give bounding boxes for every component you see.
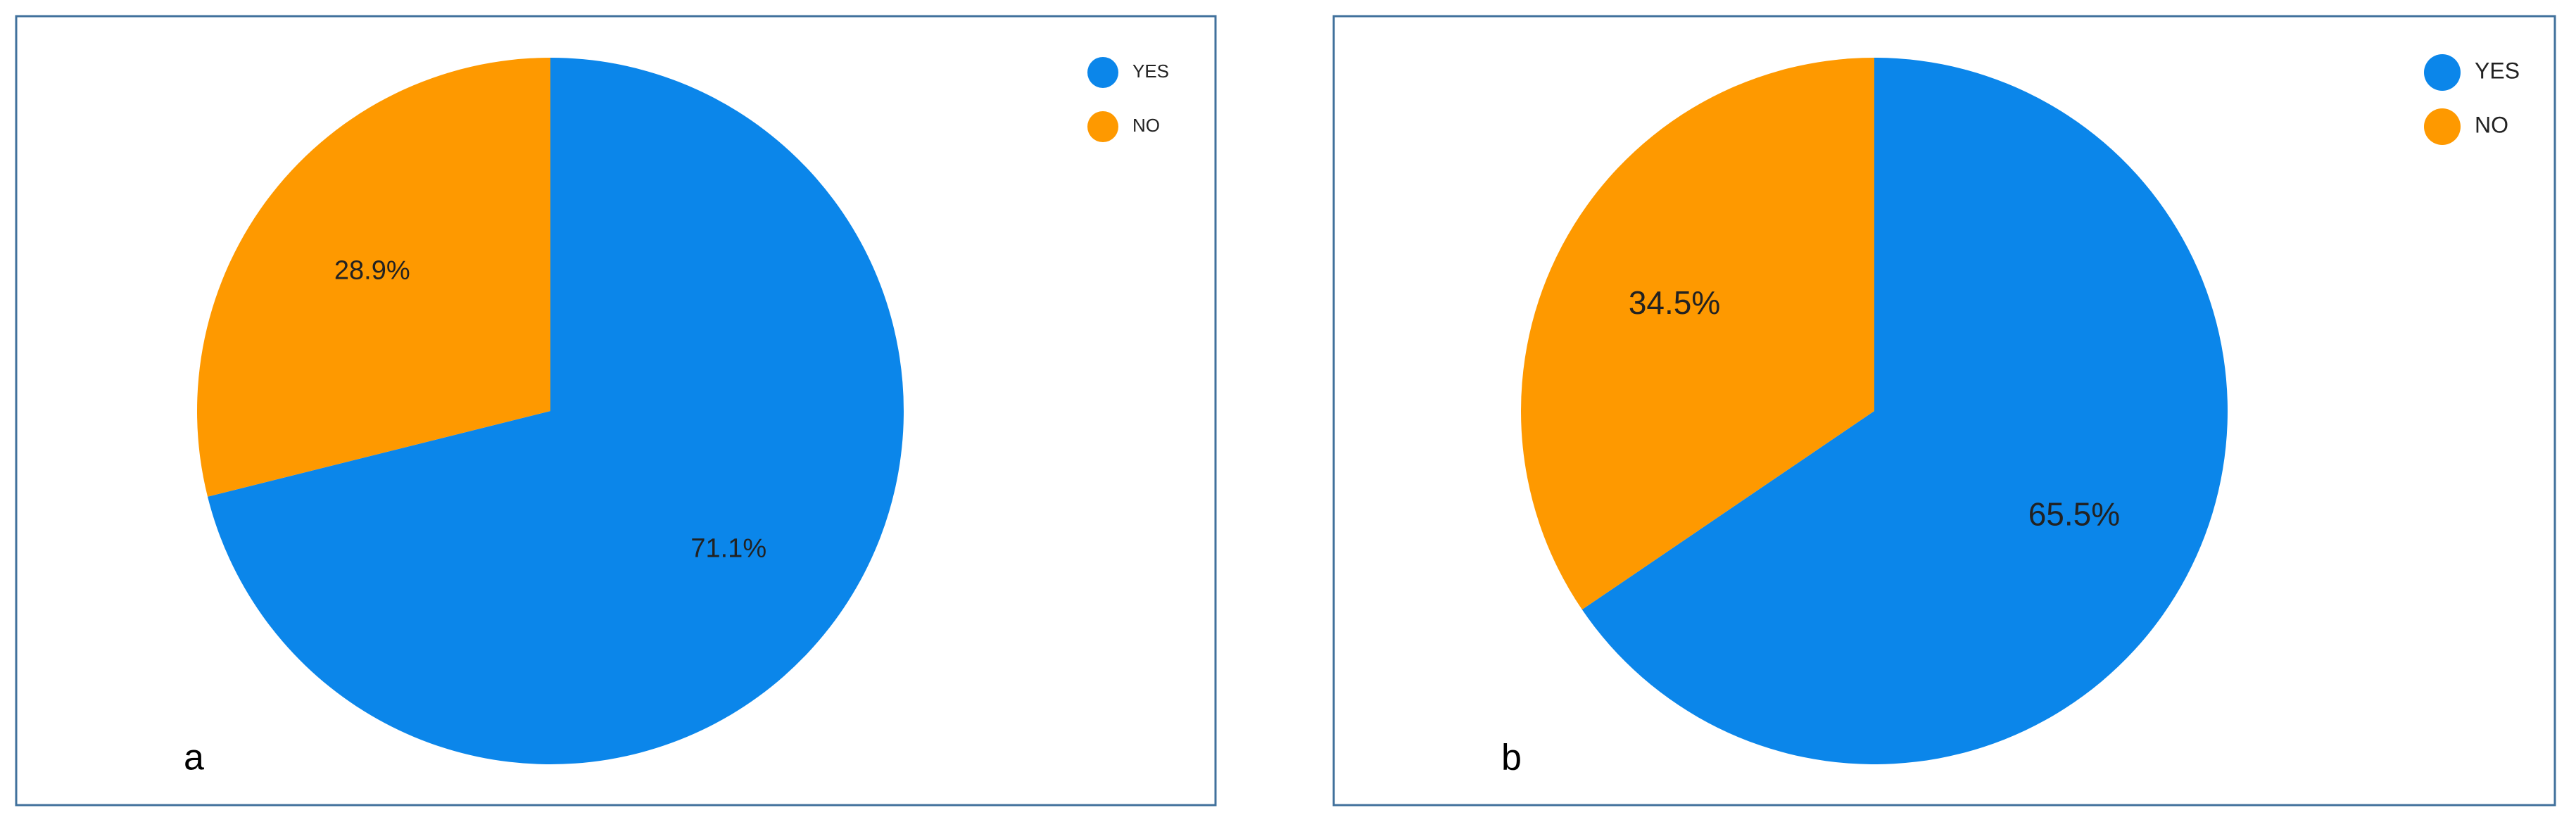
legend-marker [2424,54,2461,91]
pie-slice [1581,58,2228,764]
legend-label: NO [2475,112,2508,137]
pie-slice [1521,58,1874,610]
legend-marker [1087,111,1118,142]
chart-panel: 65.5% 34.5% YES NO b [1332,15,2556,807]
value-label: 71.1% [690,534,766,564]
pie-slice [207,58,904,764]
value-label: 65.5% [2028,495,2120,532]
value-label: 28.9% [334,255,410,285]
panel-label: a [184,738,204,778]
value-label: 34.5% [1629,284,1720,321]
pie-slice [197,58,550,497]
legend-label: YES [1132,61,1169,82]
legend-label: NO [1132,115,1160,136]
legend-label: YES [2475,58,2520,83]
chart-panel: 71.1% 28.9% YES NO a [15,15,1217,807]
panel-label: b [1501,738,1522,778]
legend-marker [2424,108,2461,145]
legend-marker [1087,57,1118,88]
